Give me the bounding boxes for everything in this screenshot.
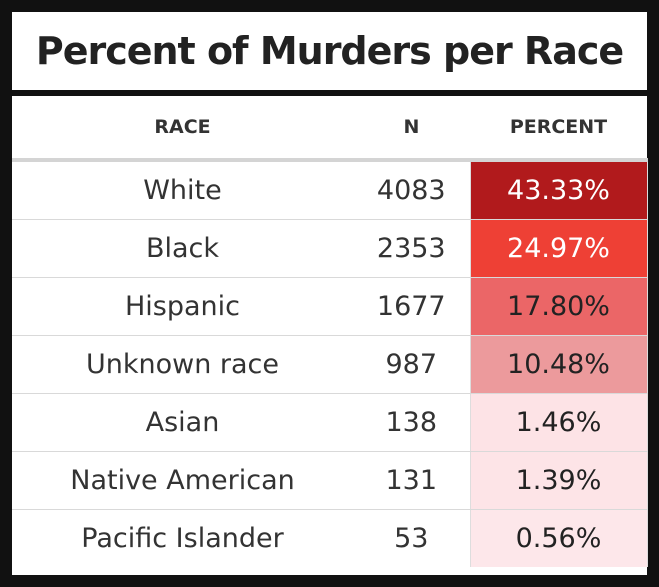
count-cell: 987 bbox=[353, 335, 470, 394]
count-cell: 1677 bbox=[353, 277, 470, 336]
table-row: Native American 131 1.39% bbox=[12, 451, 648, 510]
count-cell: 2353 bbox=[353, 219, 470, 278]
table-row: White 4083 43.33% bbox=[12, 160, 648, 220]
race-cell: Black bbox=[12, 219, 353, 278]
column-header-n: N bbox=[353, 96, 470, 162]
percent-cell: 24.97% bbox=[469, 219, 648, 278]
race-cell: White bbox=[12, 160, 353, 220]
header-row: RACE N PERCENT bbox=[12, 96, 647, 162]
chart-title: Percent of Murders per Race bbox=[12, 12, 647, 96]
table-row: Unknown race 987 10.48% bbox=[12, 335, 648, 394]
percent-cell: 1.46% bbox=[469, 393, 648, 452]
table-row: Asian 138 1.46% bbox=[12, 393, 648, 452]
race-cell: Pacific Islander bbox=[81, 523, 284, 554]
percent-cell: 43.33% bbox=[469, 160, 648, 220]
count-cell: 4083 bbox=[353, 160, 470, 220]
percent-cell: 10.48% bbox=[469, 335, 648, 394]
race-cell: Unknown race bbox=[12, 335, 353, 394]
table-row: Pacific Islander 53 0.56% bbox=[12, 509, 648, 567]
percent-cell: 1.39% bbox=[469, 451, 648, 510]
race-cell: Hispanic bbox=[12, 277, 353, 336]
race-cell: Asian bbox=[12, 393, 353, 452]
count-cell: 138 bbox=[353, 393, 470, 452]
race-cell: Native American bbox=[12, 451, 353, 510]
percent-cell: 0.56% bbox=[469, 509, 648, 567]
percent-cell: 17.80% bbox=[469, 277, 648, 336]
column-header-race: RACE bbox=[12, 96, 353, 162]
table-row: Hispanic 1677 17.80% bbox=[12, 277, 648, 336]
count-cell: 53 bbox=[394, 523, 429, 554]
table-row: Black 2353 24.97% bbox=[12, 219, 648, 278]
column-header-percent: PERCENT bbox=[470, 96, 647, 162]
count-cell: 131 bbox=[353, 451, 470, 510]
data-table: RACE N PERCENT White 4083 43.33% Black 2… bbox=[12, 96, 648, 567]
